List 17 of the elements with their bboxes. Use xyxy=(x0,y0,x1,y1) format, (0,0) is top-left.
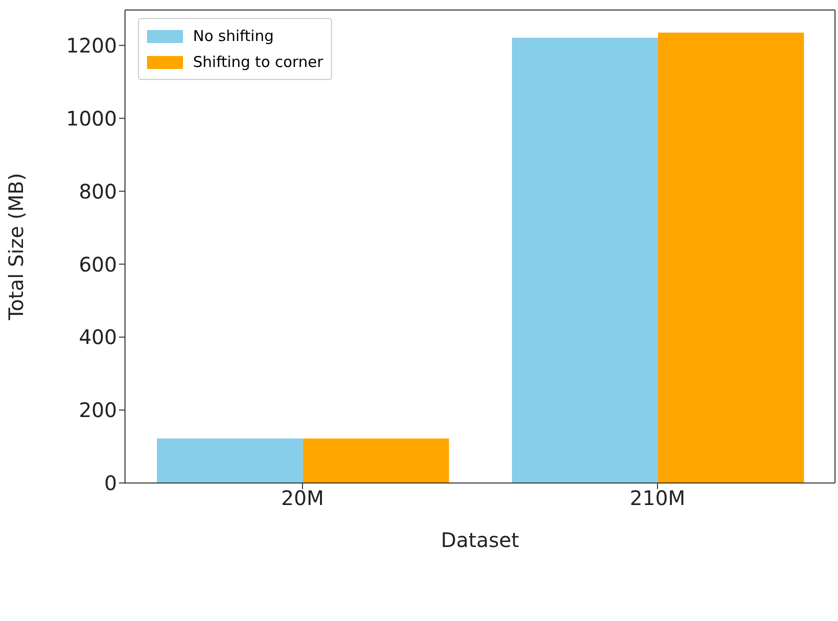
bar xyxy=(156,438,303,483)
y-tick-label: 400 xyxy=(78,325,117,350)
y-tick-label: 0 xyxy=(104,471,117,496)
bar xyxy=(302,438,449,483)
x-tick-label: 20M xyxy=(281,486,324,510)
bar xyxy=(512,38,658,483)
y-tick-label: 1000 xyxy=(66,106,117,130)
legend-label: No shifting xyxy=(193,27,274,45)
legend-label: Shifting to corner xyxy=(193,53,324,71)
x-tick-label: 210M xyxy=(630,486,686,510)
y-tick-label: 200 xyxy=(78,398,117,422)
y-tick-label: 800 xyxy=(78,179,117,204)
y-axis-title: Total Size (MB) xyxy=(4,172,28,322)
y-tick-label: 600 xyxy=(78,252,117,276)
bar xyxy=(658,32,804,483)
y-tick-label: 1200 xyxy=(66,33,117,58)
x-axis-title: Dataset xyxy=(440,528,520,552)
